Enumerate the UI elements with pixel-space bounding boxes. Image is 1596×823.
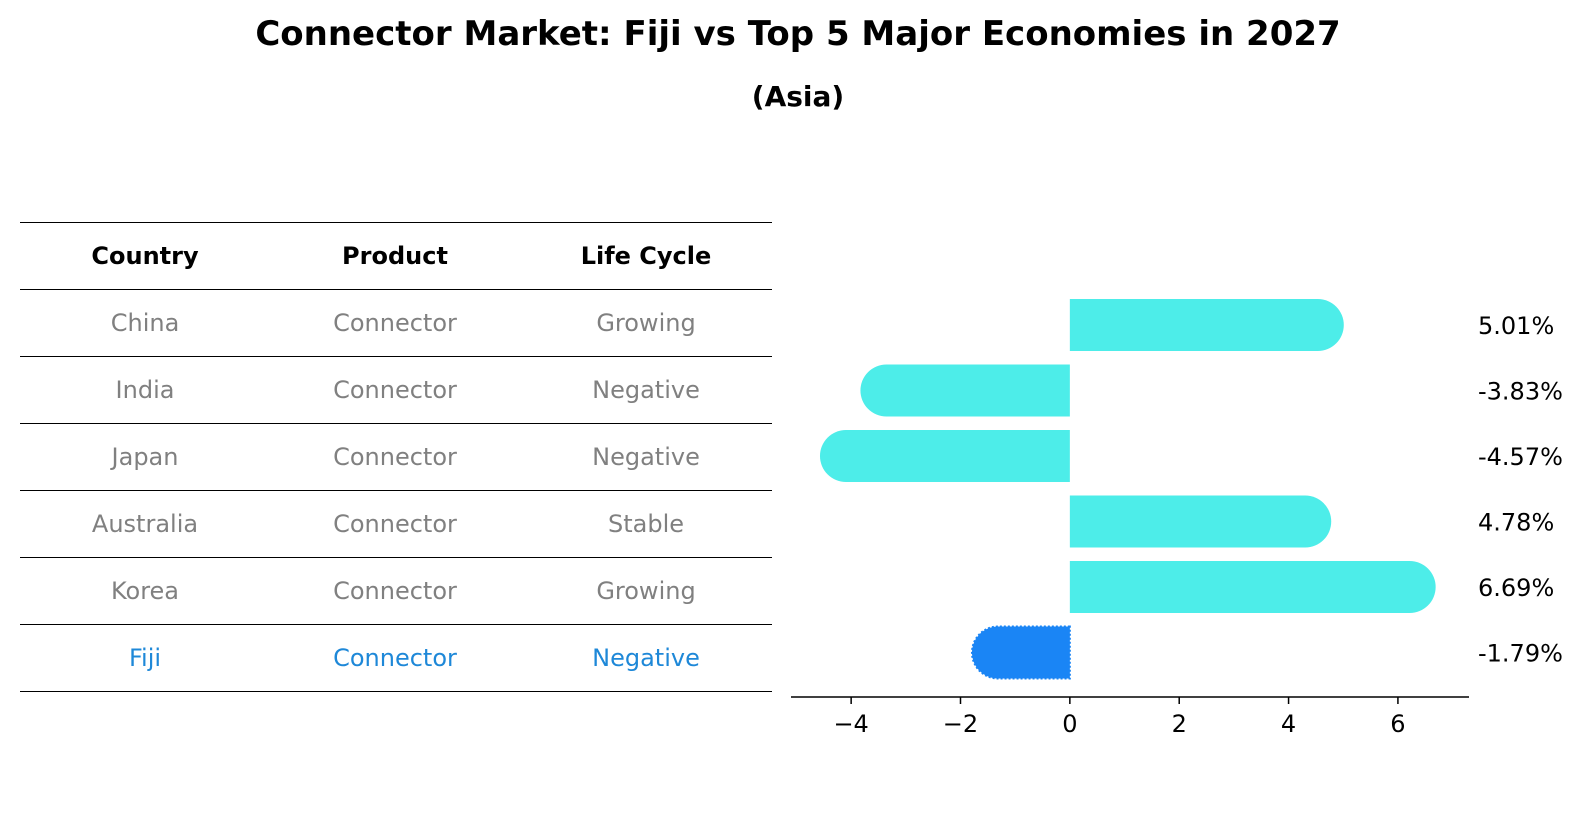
- value-label: -1.79%: [1478, 640, 1563, 668]
- cell-product: Connector: [333, 309, 457, 337]
- table-row: India Connector Negative: [20, 356, 772, 423]
- bar-japan: [819, 430, 1070, 482]
- x-tick-label: 4: [1281, 710, 1296, 738]
- cell-life-cycle: Stable: [607, 510, 685, 538]
- cell-country: China: [110, 309, 180, 337]
- table-row: Australia Connector Stable: [20, 490, 772, 557]
- cell-life-cycle: Negative: [592, 443, 700, 471]
- cell-country: Australia: [91, 510, 199, 538]
- bar-china: [1069, 299, 1344, 351]
- cell-life-cycle: Negative: [592, 376, 700, 404]
- chart-title: Connector Market: Fiji vs Top 5 Major Ec…: [255, 14, 1341, 54]
- country-table: Country Product Life Cycle China Connect…: [20, 222, 772, 692]
- value-label: -4.57%: [1478, 443, 1563, 471]
- x-tick-label: 2: [1172, 710, 1187, 738]
- x-tick-label: 0: [1062, 710, 1077, 738]
- cell-product: Connector: [333, 376, 457, 404]
- table-row: Japan Connector Negative: [20, 423, 772, 490]
- table-row: China Connector Growing: [20, 289, 772, 356]
- value-label: 6.69%: [1478, 574, 1554, 602]
- bar-korea: [1069, 561, 1436, 613]
- bar-india: [860, 364, 1070, 417]
- x-tick-label: −4: [833, 710, 868, 738]
- cell-country: Korea: [110, 577, 180, 605]
- cell-product: Connector: [333, 577, 457, 605]
- cell-life-cycle: Growing: [596, 309, 696, 337]
- value-label: -3.83%: [1478, 378, 1563, 406]
- cell-life-cycle: Growing: [596, 577, 696, 605]
- x-tick-label: 6: [1390, 710, 1405, 738]
- cell-product: Connector: [333, 644, 457, 672]
- table-row-highlight: Fiji Connector Negative: [20, 624, 772, 692]
- bar-fiji: [970, 625, 1071, 680]
- header-product: Product: [342, 242, 448, 270]
- header-country: Country: [91, 242, 199, 270]
- table-row: Korea Connector Growing: [20, 557, 772, 624]
- header-life-cycle: Life Cycle: [580, 242, 712, 270]
- value-label: 5.01%: [1478, 312, 1554, 340]
- table-header-row: Country Product Life Cycle: [20, 222, 772, 289]
- cell-product: Connector: [333, 443, 457, 471]
- chart-subtitle: (Asia): [751, 80, 845, 113]
- x-tick-label: −2: [943, 710, 978, 738]
- bar-australia: [1069, 495, 1332, 548]
- cell-life-cycle: Negative: [592, 644, 700, 672]
- cell-product: Connector: [333, 510, 457, 538]
- value-label: 4.78%: [1478, 509, 1554, 537]
- cell-country: Fiji: [128, 644, 162, 672]
- cell-country: India: [115, 376, 175, 404]
- cell-country: Japan: [111, 443, 179, 471]
